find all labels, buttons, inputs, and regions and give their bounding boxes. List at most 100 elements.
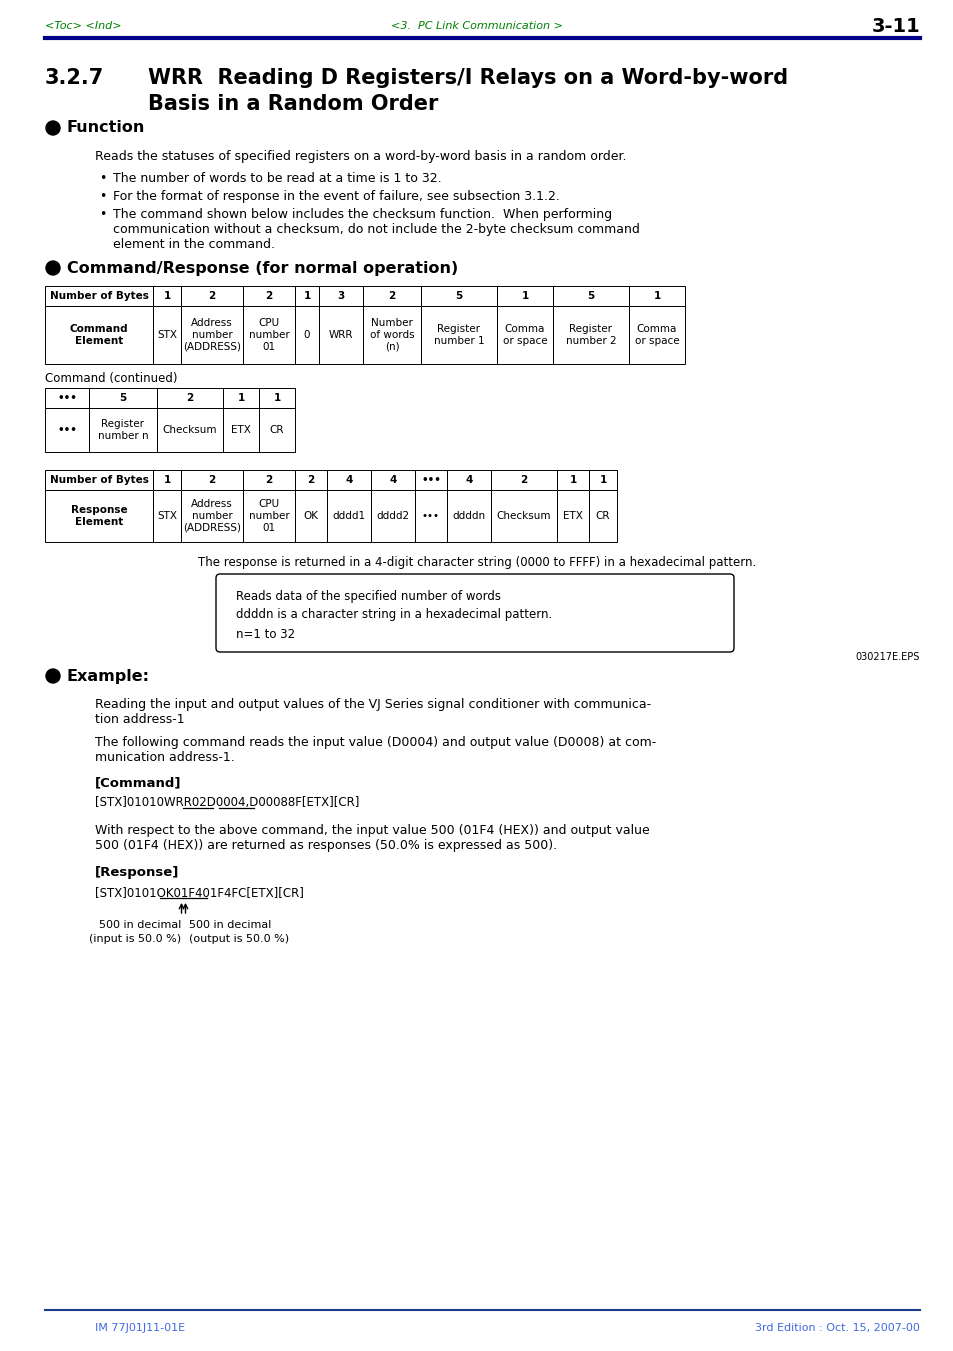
Text: 5: 5 [119, 393, 127, 403]
Bar [294, 286, 318, 305]
Bar [45, 490, 152, 542]
Bar [181, 490, 243, 542]
Text: For the format of response in the event of failure, see subsection 3.1.2.: For the format of response in the event … [112, 190, 559, 203]
Text: (input is 50.0 %): (input is 50.0 %) [90, 934, 181, 944]
Bar [628, 305, 684, 363]
Bar [415, 490, 447, 542]
Bar [363, 305, 420, 363]
Bar [294, 490, 327, 542]
Bar [553, 286, 628, 305]
Bar [557, 490, 588, 542]
Bar [45, 286, 152, 305]
Text: 1: 1 [598, 476, 606, 485]
Text: 3rd Edition : Oct. 15, 2007-00: 3rd Edition : Oct. 15, 2007-00 [755, 1323, 919, 1333]
Text: 1: 1 [303, 290, 311, 301]
Bar [491, 470, 557, 490]
Bar [152, 490, 181, 542]
Text: 2: 2 [265, 290, 273, 301]
Bar [420, 305, 497, 363]
Bar [45, 408, 89, 453]
Text: Reading the input and output values of the VJ Series signal conditioner with com: Reading the input and output values of t… [95, 698, 651, 711]
Text: 4: 4 [465, 476, 472, 485]
Text: •••: ••• [421, 511, 439, 521]
Bar [223, 408, 258, 453]
Bar [243, 286, 294, 305]
Text: Basis in a Random Order: Basis in a Random Order [148, 95, 438, 113]
Bar [327, 470, 371, 490]
Bar [420, 286, 497, 305]
Text: 2: 2 [388, 290, 395, 301]
Bar [327, 490, 371, 542]
Text: Number
of words
(n): Number of words (n) [370, 319, 414, 351]
Text: ddddn is a character string in a hexadecimal pattern.: ddddn is a character string in a hexadec… [235, 608, 552, 621]
Text: STX: STX [157, 511, 177, 521]
Text: 4: 4 [345, 476, 353, 485]
Text: Checksum: Checksum [163, 426, 217, 435]
Text: CPU
number
01: CPU number 01 [249, 500, 289, 532]
Text: •••: ••• [57, 426, 77, 435]
Bar [553, 305, 628, 363]
Text: WRR: WRR [329, 330, 353, 340]
Text: 3-11: 3-11 [870, 16, 919, 35]
Text: <3.  PC Link Communication >: <3. PC Link Communication > [391, 22, 562, 31]
Text: CR: CR [595, 511, 610, 521]
Text: Register
number n: Register number n [97, 419, 148, 440]
Text: Register
number 2: Register number 2 [565, 324, 616, 346]
FancyBboxPatch shape [215, 574, 733, 653]
Bar [588, 490, 617, 542]
Text: Number of Bytes: Number of Bytes [50, 290, 149, 301]
Text: 1: 1 [237, 393, 244, 403]
Text: Response
Element: Response Element [71, 505, 127, 527]
Bar [89, 388, 157, 408]
Text: Number of Bytes: Number of Bytes [50, 476, 149, 485]
Circle shape [46, 261, 60, 276]
Bar [497, 286, 553, 305]
Text: •: • [99, 190, 107, 203]
Text: ETX: ETX [231, 426, 251, 435]
Text: 500 in decimal: 500 in decimal [190, 920, 272, 929]
Text: Address
number
(ADDRESS): Address number (ADDRESS) [183, 319, 241, 351]
Text: 3.2.7: 3.2.7 [45, 68, 104, 88]
Text: The number of words to be read at a time is 1 to 32.: The number of words to be read at a time… [112, 172, 441, 185]
Text: 030217E.EPS: 030217E.EPS [855, 653, 919, 662]
Text: ddddn: ddddn [452, 511, 485, 521]
Text: dddd2: dddd2 [376, 511, 409, 521]
Text: •: • [99, 172, 107, 185]
Text: The command shown below includes the checksum function.  When performing: The command shown below includes the che… [112, 208, 612, 222]
Text: The following command reads the input value (D0004) and output value (D0008) at : The following command reads the input va… [95, 736, 656, 748]
Text: dddd1: dddd1 [332, 511, 365, 521]
Bar [318, 286, 363, 305]
Text: 1: 1 [163, 476, 171, 485]
Bar [497, 305, 553, 363]
Text: n=1 to 32: n=1 to 32 [235, 628, 294, 640]
Text: IM 77J01J11-01E: IM 77J01J11-01E [95, 1323, 185, 1333]
Bar [447, 470, 491, 490]
Text: 2: 2 [519, 476, 527, 485]
Text: [STX]0101OK01F401F4FC[ETX][CR]: [STX]0101OK01F401F4FC[ETX][CR] [95, 886, 304, 898]
Text: 2: 2 [265, 476, 273, 485]
Text: 1: 1 [521, 290, 528, 301]
Bar [181, 470, 243, 490]
Text: OK: OK [303, 511, 318, 521]
Text: 500 (01F4 (HEX)) are returned as responses (50.0% is expressed as 500).: 500 (01F4 (HEX)) are returned as respons… [95, 839, 557, 852]
Text: Address
number
(ADDRESS): Address number (ADDRESS) [183, 500, 241, 532]
Text: 0: 0 [303, 330, 310, 340]
Text: [Response]: [Response] [95, 866, 179, 880]
Text: Command (continued): Command (continued) [45, 372, 177, 385]
Text: Register
number 1: Register number 1 [434, 324, 484, 346]
Text: 2: 2 [186, 393, 193, 403]
Circle shape [46, 669, 60, 684]
Text: Checksum: Checksum [497, 511, 551, 521]
Bar [45, 470, 152, 490]
Bar [181, 305, 243, 363]
Circle shape [46, 122, 60, 135]
Text: The response is returned in a 4-digit character string (0000 to FFFF) in a hexad: The response is returned in a 4-digit ch… [197, 557, 756, 569]
Text: 5: 5 [587, 290, 594, 301]
Bar [294, 470, 327, 490]
Bar [371, 490, 415, 542]
Text: communication without a checksum, do not include the 2-byte checksum command: communication without a checksum, do not… [112, 223, 639, 236]
Text: 2: 2 [208, 290, 215, 301]
Text: Comma
or space: Comma or space [502, 324, 547, 346]
Text: Command/Response (for normal operation): Command/Response (for normal operation) [67, 261, 457, 276]
Bar [628, 286, 684, 305]
